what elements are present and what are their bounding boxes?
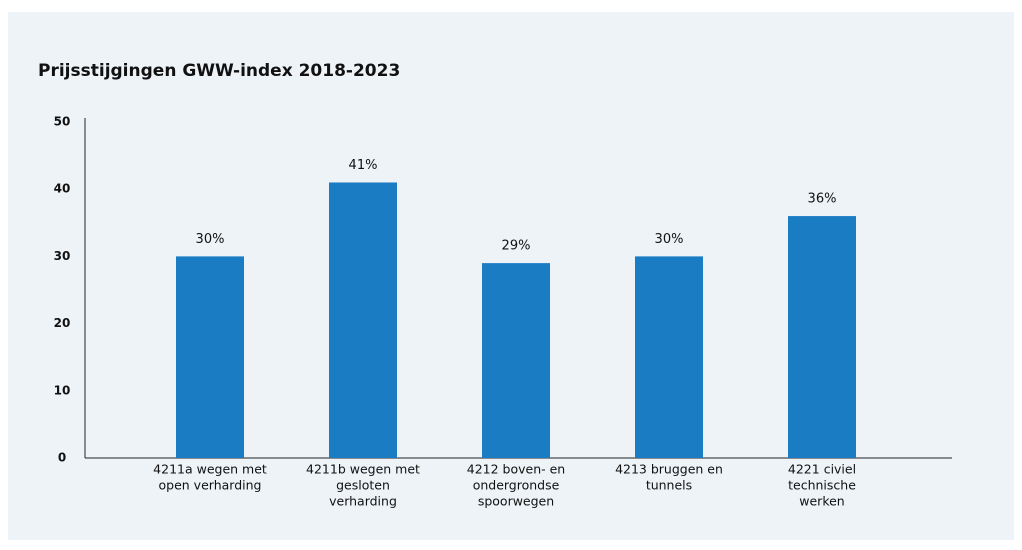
x-tick-label: open verharding <box>159 478 262 493</box>
x-tick-label: tunnels <box>646 478 692 493</box>
bar <box>788 216 856 458</box>
x-tick-label: gesloten <box>336 478 390 493</box>
x-tick-label: technische <box>788 478 856 493</box>
bar <box>482 263 550 458</box>
y-tick-label: 50 <box>54 115 71 129</box>
y-tick-label: 40 <box>54 182 71 196</box>
bar <box>176 256 244 458</box>
x-tick-label: spoorwegen <box>478 494 554 509</box>
x-tick-label: 4212 boven- en <box>467 462 565 477</box>
value-label: 30% <box>655 232 684 247</box>
value-label: 30% <box>196 232 225 247</box>
value-label: 29% <box>502 239 531 254</box>
x-tick-label: 4213 bruggen en <box>615 462 723 477</box>
x-tick-label: verharding <box>329 494 397 509</box>
x-tick-label: 4211b wegen met <box>306 462 420 477</box>
x-tick-label: 4221 civiel <box>788 462 856 477</box>
value-label: 41% <box>349 158 378 173</box>
y-tick-label: 0 <box>58 451 66 465</box>
x-tick-label: werken <box>799 494 844 509</box>
value-label: 36% <box>808 192 837 207</box>
y-tick-label: 10 <box>54 383 71 397</box>
y-tick-label: 30 <box>54 249 71 263</box>
chart-title: Prijsstijgingen GWW-index 2018-2023 <box>38 61 400 81</box>
x-tick-label: 4211a wegen met <box>153 462 267 477</box>
bar <box>635 256 703 458</box>
bar <box>329 182 397 459</box>
y-tick-label: 20 <box>54 316 71 330</box>
x-tick-label: ondergrondse <box>473 478 560 493</box>
